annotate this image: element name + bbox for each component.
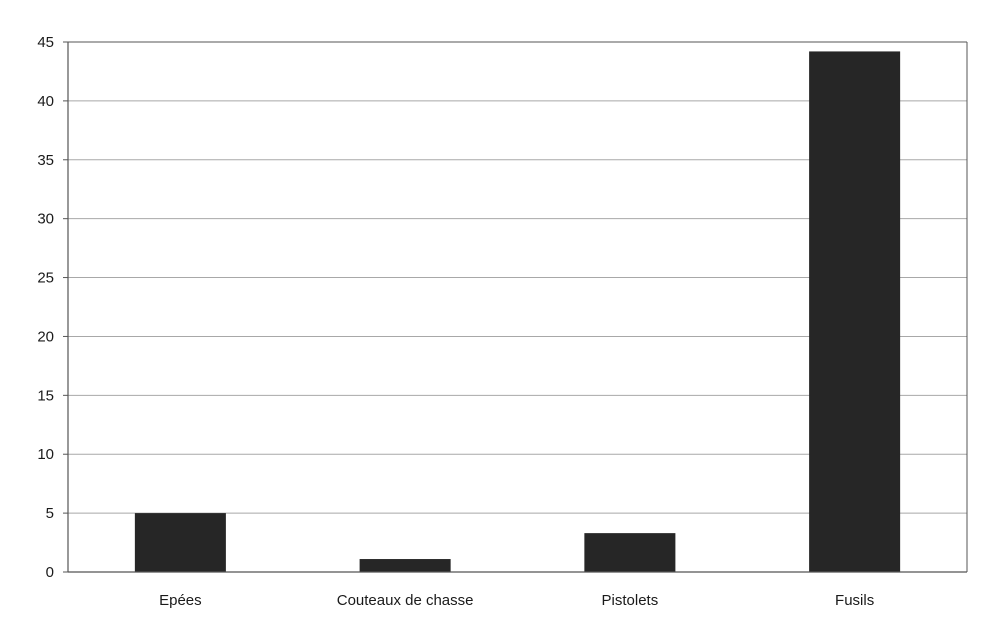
x-category-label: Couteaux de chasse (337, 592, 474, 609)
y-tick-label: 35 (37, 152, 54, 169)
y-tick-label: 20 (37, 328, 54, 345)
y-tick-label: 25 (37, 270, 54, 287)
bar (809, 51, 901, 572)
y-tick-label: 5 (46, 505, 54, 522)
x-category-label: Pistolets (602, 592, 659, 609)
y-tick-label: 15 (37, 387, 54, 404)
bars (134, 51, 901, 572)
axes (63, 41, 968, 573)
bar (134, 513, 226, 572)
bar (584, 533, 676, 572)
x-category-label: Fusils (835, 592, 874, 609)
y-tick-labels: 0 5 10 15 20 25 30 35 40 45 (37, 34, 54, 581)
y-tick-label: 30 (37, 211, 54, 228)
x-category-labels: Epées Couteaux de chasse Pistolets Fusils (159, 592, 874, 609)
x-category-label: Epées (159, 592, 202, 609)
y-tick-label: 45 (37, 34, 54, 51)
y-tick-label: 0 (46, 564, 54, 581)
y-tick-label: 10 (37, 446, 54, 463)
bar (359, 559, 451, 572)
y-tick-label: 40 (37, 93, 54, 110)
